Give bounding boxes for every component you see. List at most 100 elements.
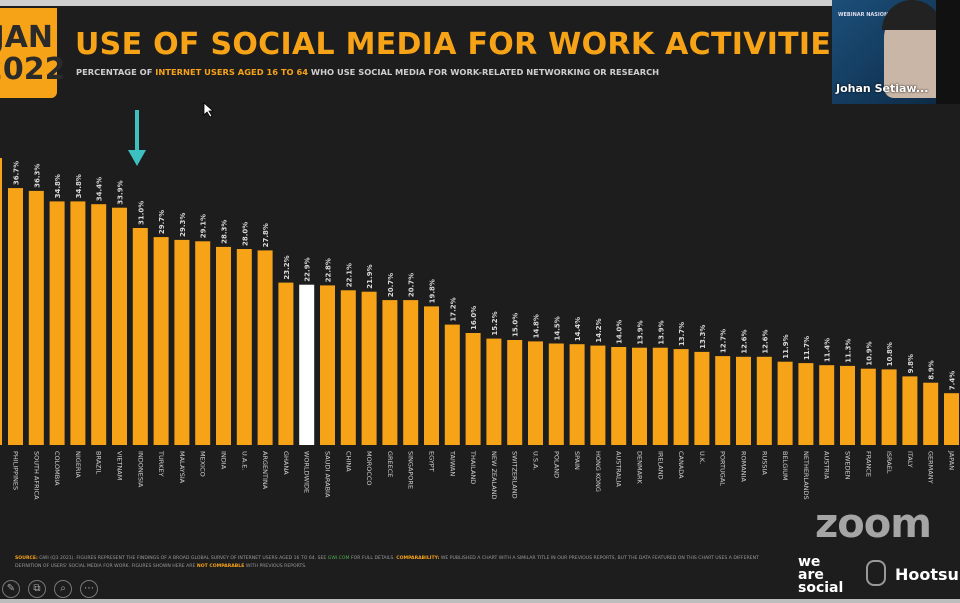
bar — [944, 393, 959, 445]
value-label: 29.7% — [158, 210, 166, 234]
value-label: 16.0% — [470, 306, 478, 330]
bar — [278, 282, 294, 445]
category-label: WORLDWIDE — [303, 451, 311, 493]
not-comparable: NOT COMPARABLE — [196, 563, 245, 569]
bar — [486, 338, 502, 445]
value-label: 22.1% — [345, 263, 353, 287]
bar — [132, 228, 148, 445]
participant-name: Johan Setiaw... — [836, 82, 929, 95]
category-label: ARGENTINA — [261, 451, 269, 490]
screenshot-icon[interactable]: ⧉ — [28, 580, 46, 598]
hootsuite-logo: Hootsuite — [895, 565, 960, 584]
date-month: JAN — [0, 20, 53, 55]
category-label: SINGAPORE — [407, 451, 415, 489]
mouse-cursor-icon — [203, 102, 215, 118]
subtitle-post: WHO USE SOCIAL MEDIA FOR WORK-RELATED NE… — [308, 67, 660, 77]
category-label: TAIWAN — [448, 450, 456, 476]
value-label: 8.9% — [928, 360, 936, 379]
value-label: 10.8% — [886, 342, 894, 366]
value-label: 20.7% — [387, 273, 395, 297]
zoom-watermark-logo: zoom — [815, 501, 932, 547]
category-label: TURKEY — [157, 450, 165, 477]
source-label: SOURCE: — [15, 556, 38, 561]
more-icon[interactable]: ⋯ — [80, 580, 98, 598]
pen-icon[interactable]: ✎ — [2, 580, 20, 598]
value-label: 31.0% — [137, 201, 145, 225]
category-label: AUSTRALIA — [615, 451, 623, 488]
we-are-social-logo: we are social — [798, 554, 843, 595]
bar — [798, 363, 814, 445]
annotation-toolbar: ✎ ⧉ ⌕ ⋯ — [0, 580, 98, 600]
value-label: 14.0% — [616, 320, 624, 344]
value-label: 23.2% — [283, 255, 291, 279]
arrow-down-icon — [128, 110, 146, 166]
bar — [91, 204, 107, 445]
bar — [403, 300, 419, 445]
category-label: ROMANIA — [740, 451, 748, 482]
bar — [632, 347, 647, 445]
source-text: GWI (Q3 2021). FIGURES REPRESENT THE FIN… — [37, 556, 328, 561]
category-label: SWEDEN — [844, 451, 852, 480]
value-label: 36.7% — [13, 161, 21, 185]
category-label: DENMARK — [636, 451, 644, 485]
value-label: 28.3% — [221, 220, 229, 244]
bar — [70, 201, 86, 445]
bar — [112, 207, 127, 445]
category-label: INDIA — [220, 451, 228, 470]
page-subtitle: PERCENTAGE OF INTERNET USERS AGED 16 TO … — [76, 67, 659, 77]
value-label: 12.6% — [741, 330, 749, 354]
category-label: CANADA — [677, 451, 685, 479]
subtitle-pre: PERCENTAGE OF — [76, 67, 156, 77]
zoom-icon[interactable]: ⌕ — [54, 580, 72, 598]
value-label: 13.3% — [699, 325, 707, 349]
bar — [694, 351, 710, 445]
value-label: 34.8% — [54, 174, 62, 198]
value-label: 14.4% — [574, 317, 582, 341]
value-label: 22.9% — [304, 257, 312, 281]
bar — [673, 349, 689, 445]
category-label: ITALY — [906, 451, 914, 468]
value-label: 27.8% — [262, 223, 270, 247]
value-label: 12.6% — [761, 330, 769, 354]
value-label: 34.8% — [75, 174, 83, 198]
bar-chart: 36.7% PHILIPPINES 36.3% SOUTH AFRICA 34.8% CO… — [0, 158, 959, 500]
value-label: 20.7% — [408, 273, 416, 297]
category-label: PHILIPPINES — [12, 451, 20, 490]
bar — [840, 365, 855, 445]
window-bottom-strip — [0, 599, 960, 603]
bar — [507, 340, 523, 445]
bar — [299, 284, 315, 445]
comparability-label: COMPARABILITY: — [396, 556, 440, 561]
category-label: GREECE — [386, 451, 394, 477]
category-label: GERMANY — [927, 451, 935, 484]
bar — [652, 347, 668, 445]
value-label: 29.3% — [179, 213, 187, 237]
category-label: ISRAEL — [885, 451, 893, 474]
value-label: 29.1% — [200, 214, 208, 238]
value-label: 7.4% — [949, 371, 957, 390]
category-label: AUSTRIA — [823, 451, 831, 480]
bar — [819, 365, 835, 445]
source-link: GWI.COM — [327, 556, 350, 561]
category-label: NEW ZEALAND — [490, 451, 498, 500]
category-label: EGYPT — [428, 451, 436, 472]
bar — [756, 356, 772, 445]
video-edge — [936, 0, 960, 104]
value-label: 36.3% — [33, 164, 41, 188]
bar — [902, 376, 918, 445]
value-label: 21.9% — [366, 264, 374, 288]
value-label: 11.9% — [782, 334, 790, 358]
bar — [49, 201, 65, 445]
source-text2: FOR FULL DETAILS. — [349, 556, 397, 561]
participant-video-tile[interactable]: WEBINAR NASIONAL Johan Setiaw... — [832, 0, 936, 104]
value-label: 13.9% — [637, 320, 645, 344]
window-top-strip — [0, 0, 960, 6]
bar — [174, 239, 190, 445]
bar — [320, 285, 335, 445]
category-label: MOROCCO — [365, 451, 373, 486]
category-label: U.S.A. — [532, 451, 540, 470]
value-label: 34.4% — [96, 177, 104, 201]
bar — [528, 341, 543, 445]
category-label: HONG KONG — [594, 451, 602, 492]
logo-we: we — [798, 554, 821, 570]
